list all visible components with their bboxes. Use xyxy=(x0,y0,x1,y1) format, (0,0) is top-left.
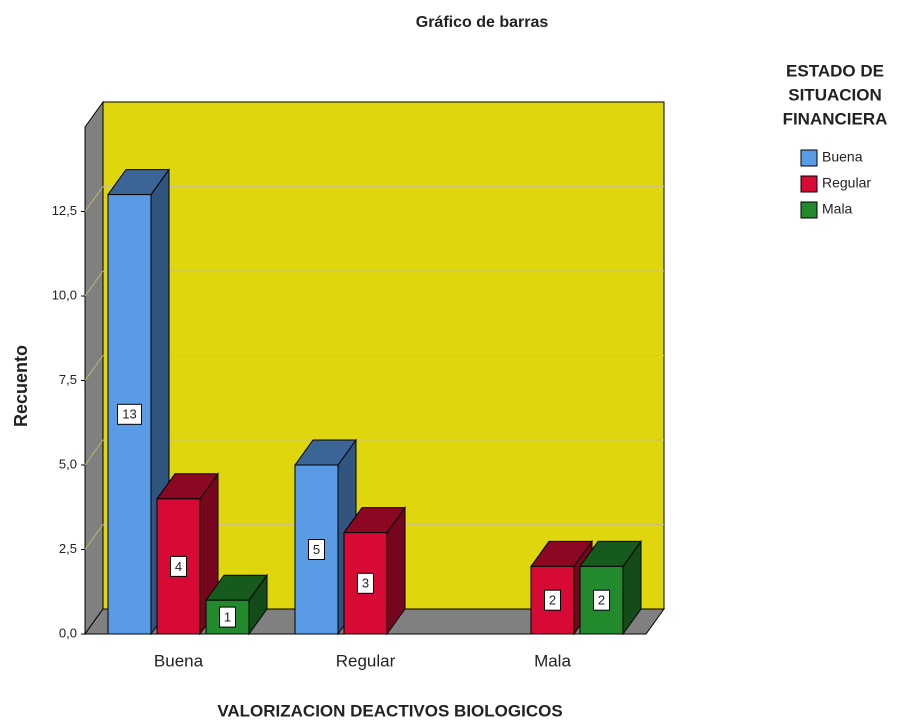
y-tick-label: 5,0 xyxy=(59,456,77,471)
legend-label: Buena xyxy=(822,149,863,165)
value-label-box xyxy=(544,589,561,611)
grid-line xyxy=(84,355,104,381)
value-label: 1 xyxy=(224,610,231,625)
grid-line xyxy=(84,270,104,297)
value-label: 2 xyxy=(549,593,556,608)
value-label: 4 xyxy=(175,559,182,574)
bar xyxy=(579,565,624,635)
grid-line xyxy=(84,186,104,212)
y-tick-label: 10,0 xyxy=(52,287,77,302)
x-tick-label: Mala xyxy=(534,651,571,670)
legend-label: Regular xyxy=(822,175,871,191)
bar xyxy=(343,532,388,635)
value-label: 5 xyxy=(313,542,320,557)
value-label-box xyxy=(170,555,187,577)
legend-title: FINANCIERA xyxy=(783,109,888,128)
legend-swatch xyxy=(800,201,818,219)
legend-label: Mala xyxy=(822,201,853,217)
y-tick-label: 12,5 xyxy=(52,203,77,218)
value-label-box xyxy=(357,572,374,594)
y-tick-label: 0,0 xyxy=(59,625,77,640)
y-tick-label: 7,5 xyxy=(59,372,77,387)
legend-swatch xyxy=(800,149,818,167)
value-label-box xyxy=(593,589,610,611)
legend-swatch xyxy=(800,175,818,193)
x-tick-label: Regular xyxy=(336,651,396,670)
y-axis-title: Recuento xyxy=(11,345,31,427)
value-label-box xyxy=(308,539,325,560)
grid-line xyxy=(84,439,104,466)
x-axis-title: VALORIZACION DEACTIVOS BIOLOGICOS xyxy=(217,701,562,720)
value-label: 13 xyxy=(122,407,136,422)
grid-line xyxy=(84,524,104,550)
value-label: 3 xyxy=(362,576,369,591)
value-label-box xyxy=(117,403,142,425)
chart-title: Gráfico de barras xyxy=(416,14,549,31)
legend-title: SITUACION xyxy=(788,85,882,104)
y-tick-label: 2,5 xyxy=(59,541,77,556)
x-tick-label: Buena xyxy=(154,651,204,670)
bar xyxy=(156,498,201,635)
value-label-box xyxy=(219,606,236,628)
legend-title: ESTADO DE xyxy=(786,61,884,80)
value-label: 2 xyxy=(598,593,605,608)
